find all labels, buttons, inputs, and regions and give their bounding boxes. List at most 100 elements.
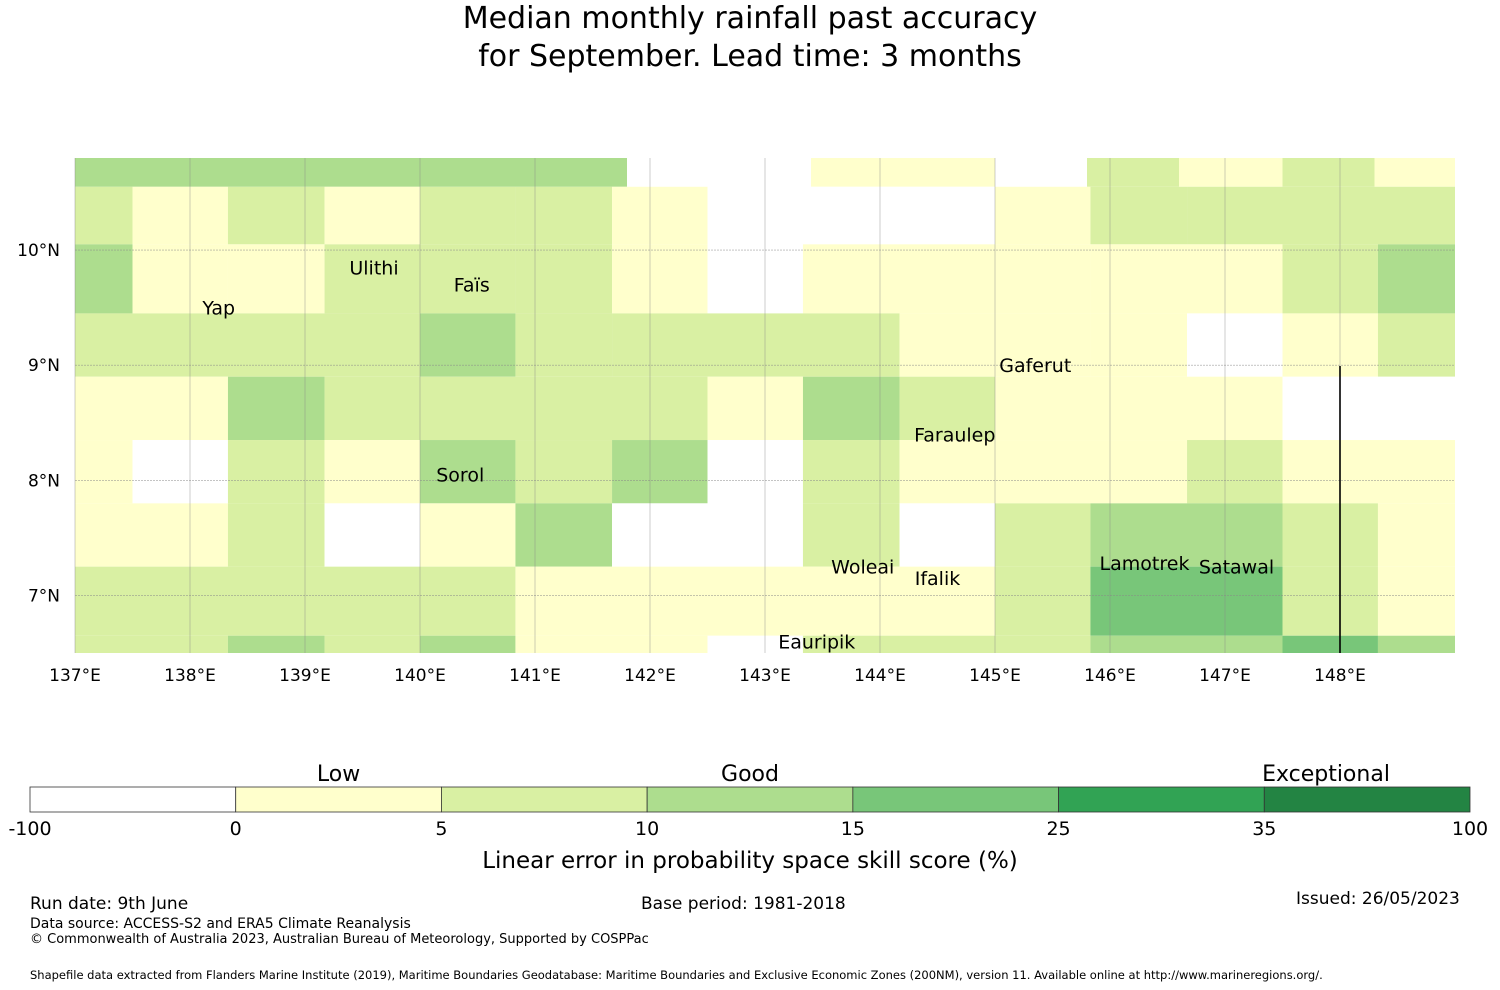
skill-cell bbox=[1090, 186, 1188, 245]
skill-cell bbox=[707, 186, 995, 245]
colorbar-tick-label: 15 bbox=[841, 818, 865, 840]
colorbar-swatch bbox=[29, 786, 237, 813]
skill-cell bbox=[1282, 158, 1375, 187]
skill-cell bbox=[899, 503, 995, 567]
colorbar-tick-label: 10 bbox=[635, 818, 659, 840]
x-tick-label: 143°E bbox=[739, 666, 791, 686]
skill-cell bbox=[995, 186, 1091, 245]
colorbar-swatch bbox=[1058, 786, 1265, 813]
x-tick-label: 146°E bbox=[1084, 666, 1136, 686]
skill-cell bbox=[612, 186, 708, 245]
skill-cell bbox=[132, 440, 228, 504]
skill-cell bbox=[515, 313, 613, 377]
skill-cell bbox=[1282, 244, 1378, 314]
x-tick-label: 148°E bbox=[1314, 666, 1366, 686]
skill-cell bbox=[324, 376, 708, 441]
colorbar-tick-label: 25 bbox=[1046, 818, 1070, 840]
skill-cell bbox=[420, 503, 516, 567]
skill-cell bbox=[995, 376, 1283, 441]
map-title: Median monthly rainfall past accuracy fo… bbox=[0, 0, 1500, 76]
place-labels: Yap Ulithi Faïs Gaferut Faraulep Sorol Woleai I… bbox=[201, 257, 1274, 653]
colorbar-swatch bbox=[1263, 786, 1471, 813]
skill-cell bbox=[612, 313, 900, 377]
x-tick-label: 144°E bbox=[854, 666, 906, 686]
place-label: Sorol bbox=[436, 465, 484, 487]
skill-cell bbox=[1090, 244, 1283, 314]
skill-cell bbox=[227, 186, 325, 245]
skill-cell bbox=[802, 440, 900, 504]
skill-cell bbox=[515, 566, 995, 636]
skill-cell bbox=[75, 244, 133, 314]
skill-cell bbox=[811, 158, 903, 187]
skill-cell bbox=[75, 313, 420, 377]
x-axis-ticks: 137°E 138°E 139°E 140°E 141°E 142°E 143°E 144°E… bbox=[49, 666, 1366, 686]
skill-cell bbox=[1282, 635, 1378, 653]
skill-cell bbox=[612, 244, 708, 314]
y-axis-ticks: 10°N 9°N 8°N 7°N bbox=[17, 241, 60, 606]
skill-cell bbox=[227, 244, 325, 314]
skill-cells bbox=[75, 158, 1455, 653]
skill-cell bbox=[420, 244, 516, 314]
skill-cell bbox=[995, 158, 1087, 187]
skill-cell bbox=[227, 376, 325, 441]
data-source: Data source: ACCESS-S2 and ERA5 Climate … bbox=[30, 916, 411, 932]
x-tick-label: 147°E bbox=[1199, 666, 1251, 686]
skill-cell bbox=[612, 440, 708, 504]
x-tick-label: 141°E bbox=[509, 666, 561, 686]
skill-cell bbox=[324, 503, 420, 567]
skill-cell bbox=[1087, 158, 1179, 187]
skill-cell bbox=[227, 503, 325, 567]
skill-cell bbox=[132, 244, 228, 314]
x-tick-label: 145°E bbox=[969, 666, 1021, 686]
place-label: Gaferut bbox=[999, 355, 1071, 377]
skill-cell bbox=[903, 158, 995, 187]
skill-cell bbox=[707, 376, 803, 441]
skill-cell bbox=[612, 503, 803, 567]
skill-cell bbox=[802, 635, 995, 653]
skill-cell bbox=[995, 566, 1091, 636]
y-tick-label: 9°N bbox=[28, 356, 60, 376]
colorbar-label: Linear error in probability space skill … bbox=[482, 848, 1018, 874]
place-label: Ulithi bbox=[349, 257, 398, 279]
title-line-2: for September. Lead time: 3 months bbox=[478, 39, 1022, 74]
colorbar-swatch bbox=[646, 786, 854, 813]
skill-cell bbox=[515, 186, 613, 245]
skill-cell bbox=[1187, 186, 1455, 245]
skill-cell bbox=[995, 503, 1091, 567]
place-label: Faïs bbox=[454, 275, 490, 297]
skill-cell bbox=[802, 503, 900, 567]
skill-cell bbox=[1187, 440, 1283, 504]
place-label: Ifalik bbox=[915, 568, 961, 590]
skill-cell bbox=[227, 440, 325, 504]
skill-cell bbox=[324, 440, 420, 504]
skill-cell bbox=[1377, 566, 1455, 636]
skill-cell bbox=[324, 186, 420, 245]
skill-cell bbox=[75, 440, 133, 504]
skill-cell bbox=[420, 440, 516, 504]
skill-cell bbox=[420, 186, 516, 245]
skill-cell bbox=[1282, 566, 1378, 636]
skill-cell bbox=[75, 503, 228, 567]
colorbar-tick-label: 5 bbox=[435, 818, 447, 840]
place-label: Yap bbox=[201, 298, 235, 320]
skill-cell bbox=[324, 244, 420, 314]
skill-cell bbox=[995, 440, 1188, 504]
skill-cell bbox=[1374, 158, 1455, 187]
x-tick-label: 139°E bbox=[279, 666, 331, 686]
copyright: © Commonwealth of Australia 2023, Austra… bbox=[30, 932, 649, 947]
y-tick-label: 7°N bbox=[28, 586, 60, 606]
skill-cell bbox=[515, 635, 708, 653]
skill-cell bbox=[899, 440, 995, 504]
skill-cell bbox=[1090, 566, 1283, 636]
colorbar-tick-label: 35 bbox=[1252, 818, 1276, 840]
y-tick-label: 8°N bbox=[28, 471, 60, 491]
skill-cell bbox=[1282, 376, 1340, 441]
skill-cell bbox=[420, 313, 516, 377]
skill-cell bbox=[1377, 503, 1455, 567]
run-date: Run date: 9th June bbox=[30, 894, 189, 914]
skill-cell bbox=[1377, 313, 1455, 377]
skill-cell bbox=[1179, 158, 1283, 187]
colorbar-swatch bbox=[235, 786, 442, 813]
x-tick-label: 137°E bbox=[49, 666, 101, 686]
